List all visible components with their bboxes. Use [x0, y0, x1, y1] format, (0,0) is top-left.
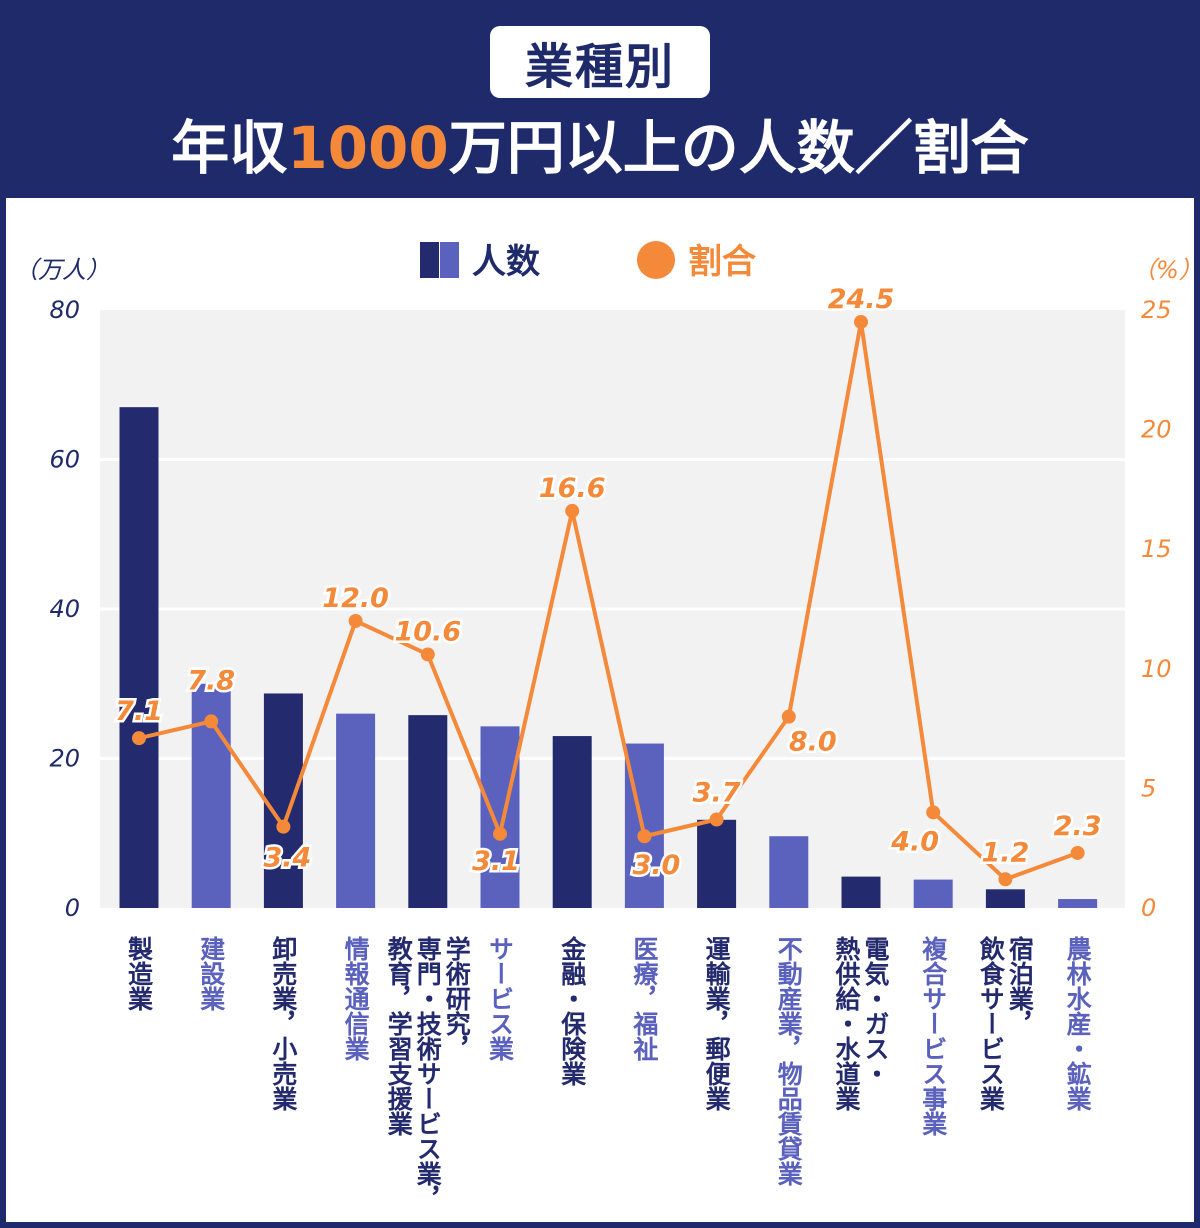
ratio-point — [420, 647, 435, 662]
ratio-data-label: 1.2 — [981, 837, 1029, 868]
ratio-point — [276, 819, 291, 834]
ratio-point — [709, 812, 724, 827]
right-tick-label: 20 — [1141, 416, 1172, 444]
ratio-data-label: 16.6 — [539, 473, 606, 504]
category-label: 製造業 — [125, 936, 155, 1011]
legend-swatch-light — [440, 242, 459, 278]
bar — [697, 819, 737, 908]
category-label: 教育，学習支援業 — [384, 936, 413, 1136]
ratio-point — [854, 314, 868, 329]
ratio-point — [565, 503, 580, 518]
bar — [119, 407, 159, 908]
ratio-data-label: 7.8 — [187, 665, 235, 696]
ratio-line — [138, 319, 1079, 882]
category-label: 電気・ガス・ — [861, 936, 890, 1086]
left-tick-label: 40 — [49, 595, 80, 623]
category-label: 飲食サービス業 — [976, 935, 1006, 1111]
right-tick-label: 10 — [1141, 655, 1172, 683]
ratio-point — [348, 613, 363, 628]
ratio-data-label: 3.4 — [263, 843, 311, 874]
right-axis-unit: （%） — [1132, 256, 1200, 284]
bar — [1058, 899, 1098, 908]
left-tick-label: 60 — [49, 446, 80, 474]
category-label: サービス業 — [486, 936, 515, 1061]
ratio-data-label: 7.1 — [115, 696, 163, 727]
category-label: 熱供給・水道業 — [832, 936, 862, 1111]
page-title: 年収1000万円以上の人数／割合 — [0, 108, 1200, 188]
ratio-point — [204, 714, 219, 729]
category-labels: 製造業 建設業 卸売業，小売業 情報通信業 学術研究，専門・技術サービス業，教育，学習支… — [125, 935, 1093, 1211]
category-label: 農林水産・鉱業 — [1063, 936, 1092, 1111]
left-axis-unit: （万人） — [14, 256, 110, 284]
legend-label-count: 人数 — [472, 242, 540, 282]
left-tick-label: 20 — [49, 745, 80, 773]
ratio-data-label: 24.5 — [828, 284, 895, 315]
ratio-data-label: 3.0 — [632, 850, 680, 881]
ratio-point — [781, 709, 796, 724]
bar — [263, 693, 303, 908]
ratio-series: 7.1 7.8 3.4 12.010.6 3.1 16.6 3.0 3.7 8.0 24.5 4.0… — [113, 281, 1104, 887]
bar — [769, 836, 809, 908]
bar — [985, 889, 1025, 908]
legend-marker-ratio — [637, 241, 675, 279]
right-tick-label: 25 — [1141, 296, 1172, 324]
right-tick-label: 5 — [1141, 774, 1156, 802]
ratio-data-label: 3.1 — [472, 846, 520, 877]
title-prefix: 年収 — [171, 114, 288, 182]
ratio-point — [926, 805, 941, 820]
bar-series — [119, 407, 1098, 908]
ratio-data-label: 2.3 — [1054, 811, 1102, 842]
category-label: 建設業 — [197, 936, 226, 1011]
ratio-data-label: 12.0 — [322, 583, 389, 614]
category-label: 宿泊業， — [1005, 935, 1034, 1036]
ratio-point — [493, 826, 507, 841]
right-tick-label: 0 — [1141, 894, 1156, 922]
title-suffix: 万円以上の人数／割合 — [448, 114, 1029, 182]
left-tick-label: 80 — [49, 296, 80, 324]
category-label: 卸売業，小売業 — [269, 935, 298, 1111]
bar — [480, 726, 520, 908]
bar — [408, 715, 448, 908]
legend-label-ratio: 割合 — [688, 242, 756, 282]
category-badge: 業種別 — [490, 26, 710, 98]
category-label: 不動産業，物品賃貸業 — [774, 936, 804, 1186]
category-label: 専門・技術サービス業， — [413, 936, 443, 1211]
bar — [336, 713, 376, 908]
ratio-data-label: 10.6 — [394, 616, 461, 647]
ratio-data-label: 3.7 — [693, 777, 741, 808]
ratio-data-label: 4.0 — [890, 826, 939, 857]
legend-swatch-dark — [420, 242, 439, 278]
right-tick-label: 15 — [1141, 535, 1172, 563]
category-label: 学術研究， — [442, 935, 472, 1061]
ratio-point — [132, 731, 146, 746]
title-highlight: 1000 — [287, 114, 449, 182]
category-label: 運輸業，郵便業 — [702, 936, 731, 1111]
ratio-point — [998, 872, 1013, 887]
bar — [913, 879, 953, 908]
bar — [841, 876, 881, 908]
bar — [552, 736, 592, 908]
left-axis-ticks: 0 20 40 60 80 — [49, 296, 80, 922]
legend: 人数 割合 — [420, 241, 756, 282]
right-axis-ticks: 0 5 10 15 20 25 — [1141, 296, 1172, 922]
ratio-data-label: 8.0 — [789, 727, 837, 758]
ratio-point — [1070, 845, 1085, 860]
category-label: 医療，福祉 — [630, 936, 660, 1061]
category-label: 金融・保険業 — [558, 935, 588, 1086]
left-tick-label: 0 — [65, 894, 80, 922]
category-label: 複合サービス事業 — [919, 935, 948, 1136]
ratio-point — [637, 829, 652, 844]
category-label: 情報通信業 — [341, 936, 370, 1061]
header: 業種別 年収1000万円以上の人数／割合 — [0, 0, 1200, 198]
